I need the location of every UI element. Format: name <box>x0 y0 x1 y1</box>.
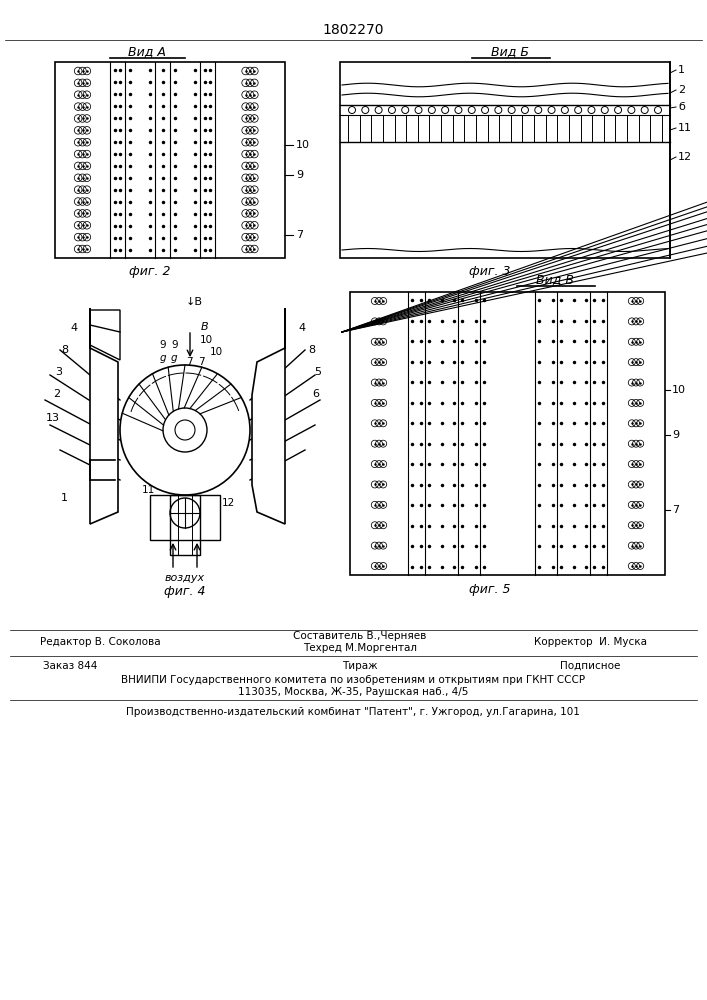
Text: Производственно-издательский комбинат "Патент", г. Ужгород, ул.Гагарина, 101: Производственно-издательский комбинат "П… <box>126 707 580 717</box>
Text: ↓В: ↓В <box>185 297 202 307</box>
Text: фиг. 4: фиг. 4 <box>164 585 206 598</box>
Text: б: б <box>678 102 685 112</box>
Text: Редактор В. Соколова: Редактор В. Соколова <box>40 637 160 647</box>
Text: 9: 9 <box>172 340 178 350</box>
Text: Вид В: Вид В <box>536 273 574 286</box>
Text: 4: 4 <box>71 323 78 333</box>
Text: 10: 10 <box>296 140 310 150</box>
Text: 13: 13 <box>46 413 60 423</box>
Text: 8: 8 <box>308 345 315 355</box>
Text: 4: 4 <box>298 323 305 333</box>
Text: 11: 11 <box>678 123 692 133</box>
Text: 8: 8 <box>61 345 68 355</box>
Text: фиг. 2: фиг. 2 <box>129 265 171 278</box>
Text: 7: 7 <box>296 230 303 240</box>
Text: 7: 7 <box>198 357 204 367</box>
Text: 12: 12 <box>678 152 692 162</box>
Text: Корректор  И. Муска: Корректор И. Муска <box>534 637 646 647</box>
Text: Тираж: Тираж <box>342 661 378 671</box>
Text: g: g <box>170 353 177 363</box>
Polygon shape <box>90 308 118 524</box>
Text: 7: 7 <box>186 357 192 367</box>
Text: 7: 7 <box>672 505 679 515</box>
Bar <box>55 62 285 258</box>
Text: 113035, Москва, Ж-35, Раушская наб., 4/5: 113035, Москва, Ж-35, Раушская наб., 4/5 <box>238 687 468 697</box>
Text: Вид А: Вид А <box>128 45 166 58</box>
Text: 6: 6 <box>312 389 319 399</box>
Text: 1: 1 <box>61 493 68 503</box>
Text: 5: 5 <box>314 367 321 377</box>
Text: ВНИИПИ Государственного комитета по изобретениям и открытиям при ГКНТ СССР: ВНИИПИ Государственного комитета по изоб… <box>121 675 585 685</box>
Text: фиг. 5: фиг. 5 <box>469 584 510 596</box>
Polygon shape <box>252 308 285 524</box>
Text: 9: 9 <box>672 430 679 440</box>
Text: Вид Б: Вид Б <box>491 45 529 58</box>
Bar <box>150 495 220 540</box>
Text: 9: 9 <box>160 340 166 350</box>
Text: 10: 10 <box>200 335 213 345</box>
Text: 10: 10 <box>210 347 223 357</box>
Text: фиг. 3: фиг. 3 <box>469 265 510 278</box>
Text: Заказ 844: Заказ 844 <box>43 661 97 671</box>
Polygon shape <box>90 310 120 360</box>
Text: 12: 12 <box>222 498 235 508</box>
Text: Техред М.Моргентал: Техред М.Моргентал <box>303 643 417 653</box>
Text: 1: 1 <box>678 65 685 75</box>
Bar <box>170 495 200 555</box>
Text: В: В <box>201 322 209 332</box>
Text: g: g <box>160 353 166 363</box>
Text: воздух: воздух <box>165 573 205 583</box>
Text: Подписное: Подписное <box>560 661 620 671</box>
Text: 1802270: 1802270 <box>322 23 384 37</box>
Text: 3: 3 <box>55 367 62 377</box>
Bar <box>350 292 665 575</box>
Text: 2: 2 <box>53 389 60 399</box>
Text: 11: 11 <box>141 485 155 495</box>
Text: 10: 10 <box>672 385 686 395</box>
Text: 9: 9 <box>296 170 303 180</box>
Bar <box>340 62 670 258</box>
Text: Составитель В.,Черняев: Составитель В.,Черняев <box>293 631 427 641</box>
Text: 2: 2 <box>678 85 685 95</box>
